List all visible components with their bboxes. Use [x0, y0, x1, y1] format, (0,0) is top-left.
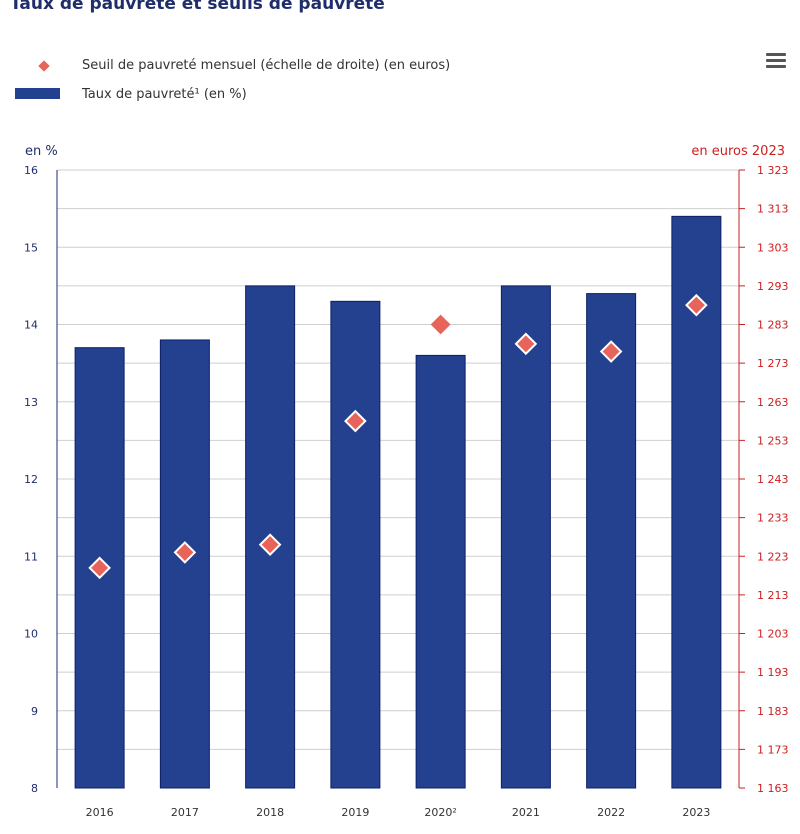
- y-left-tick-label: 16: [24, 164, 38, 177]
- y-right-tick-label: 1 173: [757, 743, 789, 756]
- bar-2017[interactable]: [159, 339, 210, 789]
- bar-2022[interactable]: [586, 293, 637, 789]
- point-2017[interactable]: [173, 541, 197, 564]
- x-tick-label: 2018: [256, 806, 284, 819]
- bar-2019[interactable]: [330, 300, 381, 789]
- point-2018[interactable]: [258, 533, 282, 556]
- point-2019[interactable]: [344, 409, 367, 433]
- legend-markers: [15, 60, 60, 99]
- legend-item-seuil[interactable]: Seuil de pauvreté mensuel (échelle de dr…: [82, 58, 451, 73]
- y-right-tick-label: 1 163: [757, 782, 789, 795]
- y-right-tick-label: 1 213: [757, 589, 789, 602]
- y-left-tick-label: 15: [24, 241, 38, 254]
- chart-title: Taux de pauvreté et seuils de pauvreté: [10, 0, 385, 14]
- y-right-tick-label: 1 203: [757, 628, 789, 641]
- y-left-tick-label: 14: [24, 319, 38, 332]
- y-left-tick-label: 9: [31, 705, 38, 718]
- point-2016[interactable]: [88, 556, 111, 580]
- y-axis-left-label: en %: [25, 144, 58, 159]
- x-tick-label: 2021: [512, 806, 540, 819]
- point-2021[interactable]: [514, 332, 538, 356]
- x-tick-label: 2017: [171, 806, 199, 819]
- x-tick-label: 2023: [682, 806, 710, 819]
- y-left-tick-label: 8: [31, 782, 38, 795]
- y-left-tick-label: 12: [24, 473, 38, 486]
- y-right-tick-label: 1 223: [757, 550, 789, 563]
- y-right-tick-label: 1 193: [757, 666, 789, 679]
- y-right-tick-label: 1 263: [757, 396, 789, 409]
- x-tick-label: 2016: [86, 806, 114, 819]
- y-right-tick-label: 1 243: [757, 473, 789, 486]
- legend-diamond-icon: [38, 60, 50, 72]
- y-right-tick-label: 1 323: [757, 164, 789, 177]
- y-right-tick-label: 1 293: [757, 280, 789, 293]
- point-2020²[interactable]: [430, 314, 451, 335]
- y-axis-right-label: en euros 2023: [691, 144, 785, 159]
- hamburger-menu-icon[interactable]: [766, 53, 786, 71]
- x-tick-label: 2020²: [424, 806, 456, 819]
- x-tick-label: 2022: [597, 806, 625, 819]
- y-left-tick-label: 13: [24, 396, 38, 409]
- point-2022[interactable]: [599, 340, 623, 363]
- y-left-tick-label: 11: [24, 550, 38, 563]
- y-left-tick-label: 10: [24, 628, 38, 641]
- y-right-tick-label: 1 183: [757, 705, 789, 718]
- point-2023[interactable]: [685, 293, 708, 317]
- y-right-tick-label: 1 233: [757, 512, 789, 525]
- legend-bar-swatch: [15, 88, 60, 99]
- y-right-tick-label: 1 253: [757, 434, 789, 447]
- y-right-tick-label: 1 303: [757, 241, 789, 254]
- bar-2021[interactable]: [500, 285, 551, 789]
- y-right-tick-label: 1 313: [757, 203, 789, 216]
- legend-item-taux[interactable]: Taux de pauvreté¹ (en %): [82, 87, 247, 102]
- y-right-tick-label: 1 283: [757, 319, 789, 332]
- bar-2020²[interactable]: [415, 354, 466, 789]
- x-tick-label: 2019: [341, 806, 369, 819]
- y-right-tick-label: 1 273: [757, 357, 789, 370]
